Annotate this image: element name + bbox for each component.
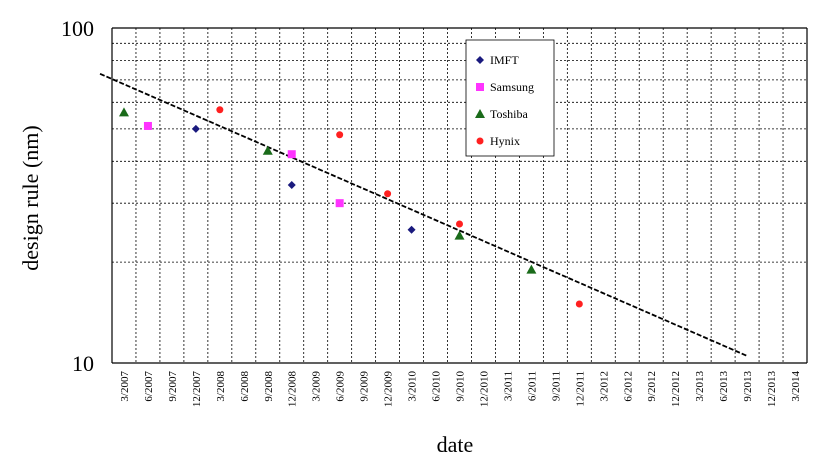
x-tick-label: 9/2013 (742, 371, 754, 402)
y-tick-label: 100 (61, 16, 94, 41)
point-toshiba (526, 264, 537, 274)
x-tick-label: 3/2009 (311, 371, 323, 402)
point-samsung (287, 150, 296, 159)
x-tick-label: 3/2014 (790, 371, 802, 402)
point-samsung (335, 199, 344, 208)
point-hynix (575, 300, 583, 308)
x-tick-label: 9/2011 (550, 371, 562, 401)
point-hynix (456, 220, 463, 228)
x-tick-label: 12/2011 (574, 371, 586, 407)
point-imft (191, 124, 200, 133)
legend-label-imft: IMFT (490, 53, 519, 67)
x-axis-title: date (437, 432, 474, 457)
x-tick-label: 12/2012 (670, 371, 682, 407)
x-tick-label: 6/2008 (239, 371, 251, 402)
x-tick-label: 12/2009 (383, 371, 395, 408)
x-tick-label: 6/2010 (431, 371, 443, 402)
point-imft (287, 180, 296, 189)
x-tick-labels: 3/2007 6/2007 9/2007 12/2007 3/2008 6/2008 9/2… (119, 371, 802, 408)
x-tick-label: 9/2008 (263, 371, 275, 402)
x-tick-label: 6/2007 (143, 371, 155, 402)
y-tick-label: 10 (72, 351, 94, 376)
point-hynix (384, 190, 392, 198)
data-points (118, 106, 583, 308)
point-hynix (216, 106, 224, 114)
legend-marker-imft (476, 56, 484, 64)
x-tick-label: 12/2007 (191, 371, 203, 408)
trendline (99, 72, 748, 357)
x-tick-label: 3/2007 (119, 371, 131, 402)
y-axis-title: design rule (nm) (18, 125, 43, 270)
point-toshiba (118, 107, 129, 117)
legend-marker-toshiba (475, 109, 485, 118)
point-toshiba (454, 230, 465, 240)
x-tick-label: 12/2008 (287, 371, 299, 408)
x-tick-label: 3/2013 (694, 371, 706, 402)
x-tick-label: 12/2010 (478, 371, 490, 408)
axes (111, 27, 808, 364)
x-tick-label: 6/2013 (718, 371, 730, 402)
x-tick-label: 9/2009 (359, 371, 371, 402)
x-tick-label: 3/2012 (598, 371, 610, 402)
legend-label-hynix: Hynix (490, 134, 520, 148)
x-tick-label: 9/2010 (455, 371, 467, 402)
legend-label-toshiba: Toshiba (490, 107, 528, 121)
y-tick-labels: 10 100 (61, 16, 94, 376)
point-hynix (336, 131, 344, 139)
x-tick-label: 6/2009 (335, 371, 347, 402)
x-tick-label: 12/2013 (766, 371, 778, 408)
point-imft (407, 225, 416, 234)
x-tick-label: 3/2010 (407, 371, 419, 402)
x-tick-label: 9/2007 (167, 371, 179, 402)
legend-marker-samsung (476, 83, 484, 91)
point-samsung (143, 121, 152, 130)
point-toshiba (262, 145, 273, 155)
x-tick-label: 3/2008 (215, 371, 227, 402)
legend-marker-hynix (476, 137, 484, 145)
legend-label-samsung: Samsung (490, 80, 534, 94)
x-tick-label: 3/2011 (502, 371, 514, 401)
legend: IMFT Samsung Toshiba Hynix (465, 39, 555, 157)
grid (112, 28, 807, 363)
trendline-group (99, 72, 748, 357)
x-tick-label: 6/2012 (622, 371, 634, 402)
x-tick-label: 6/2011 (526, 371, 538, 401)
x-tick-label: 9/2012 (646, 371, 658, 402)
